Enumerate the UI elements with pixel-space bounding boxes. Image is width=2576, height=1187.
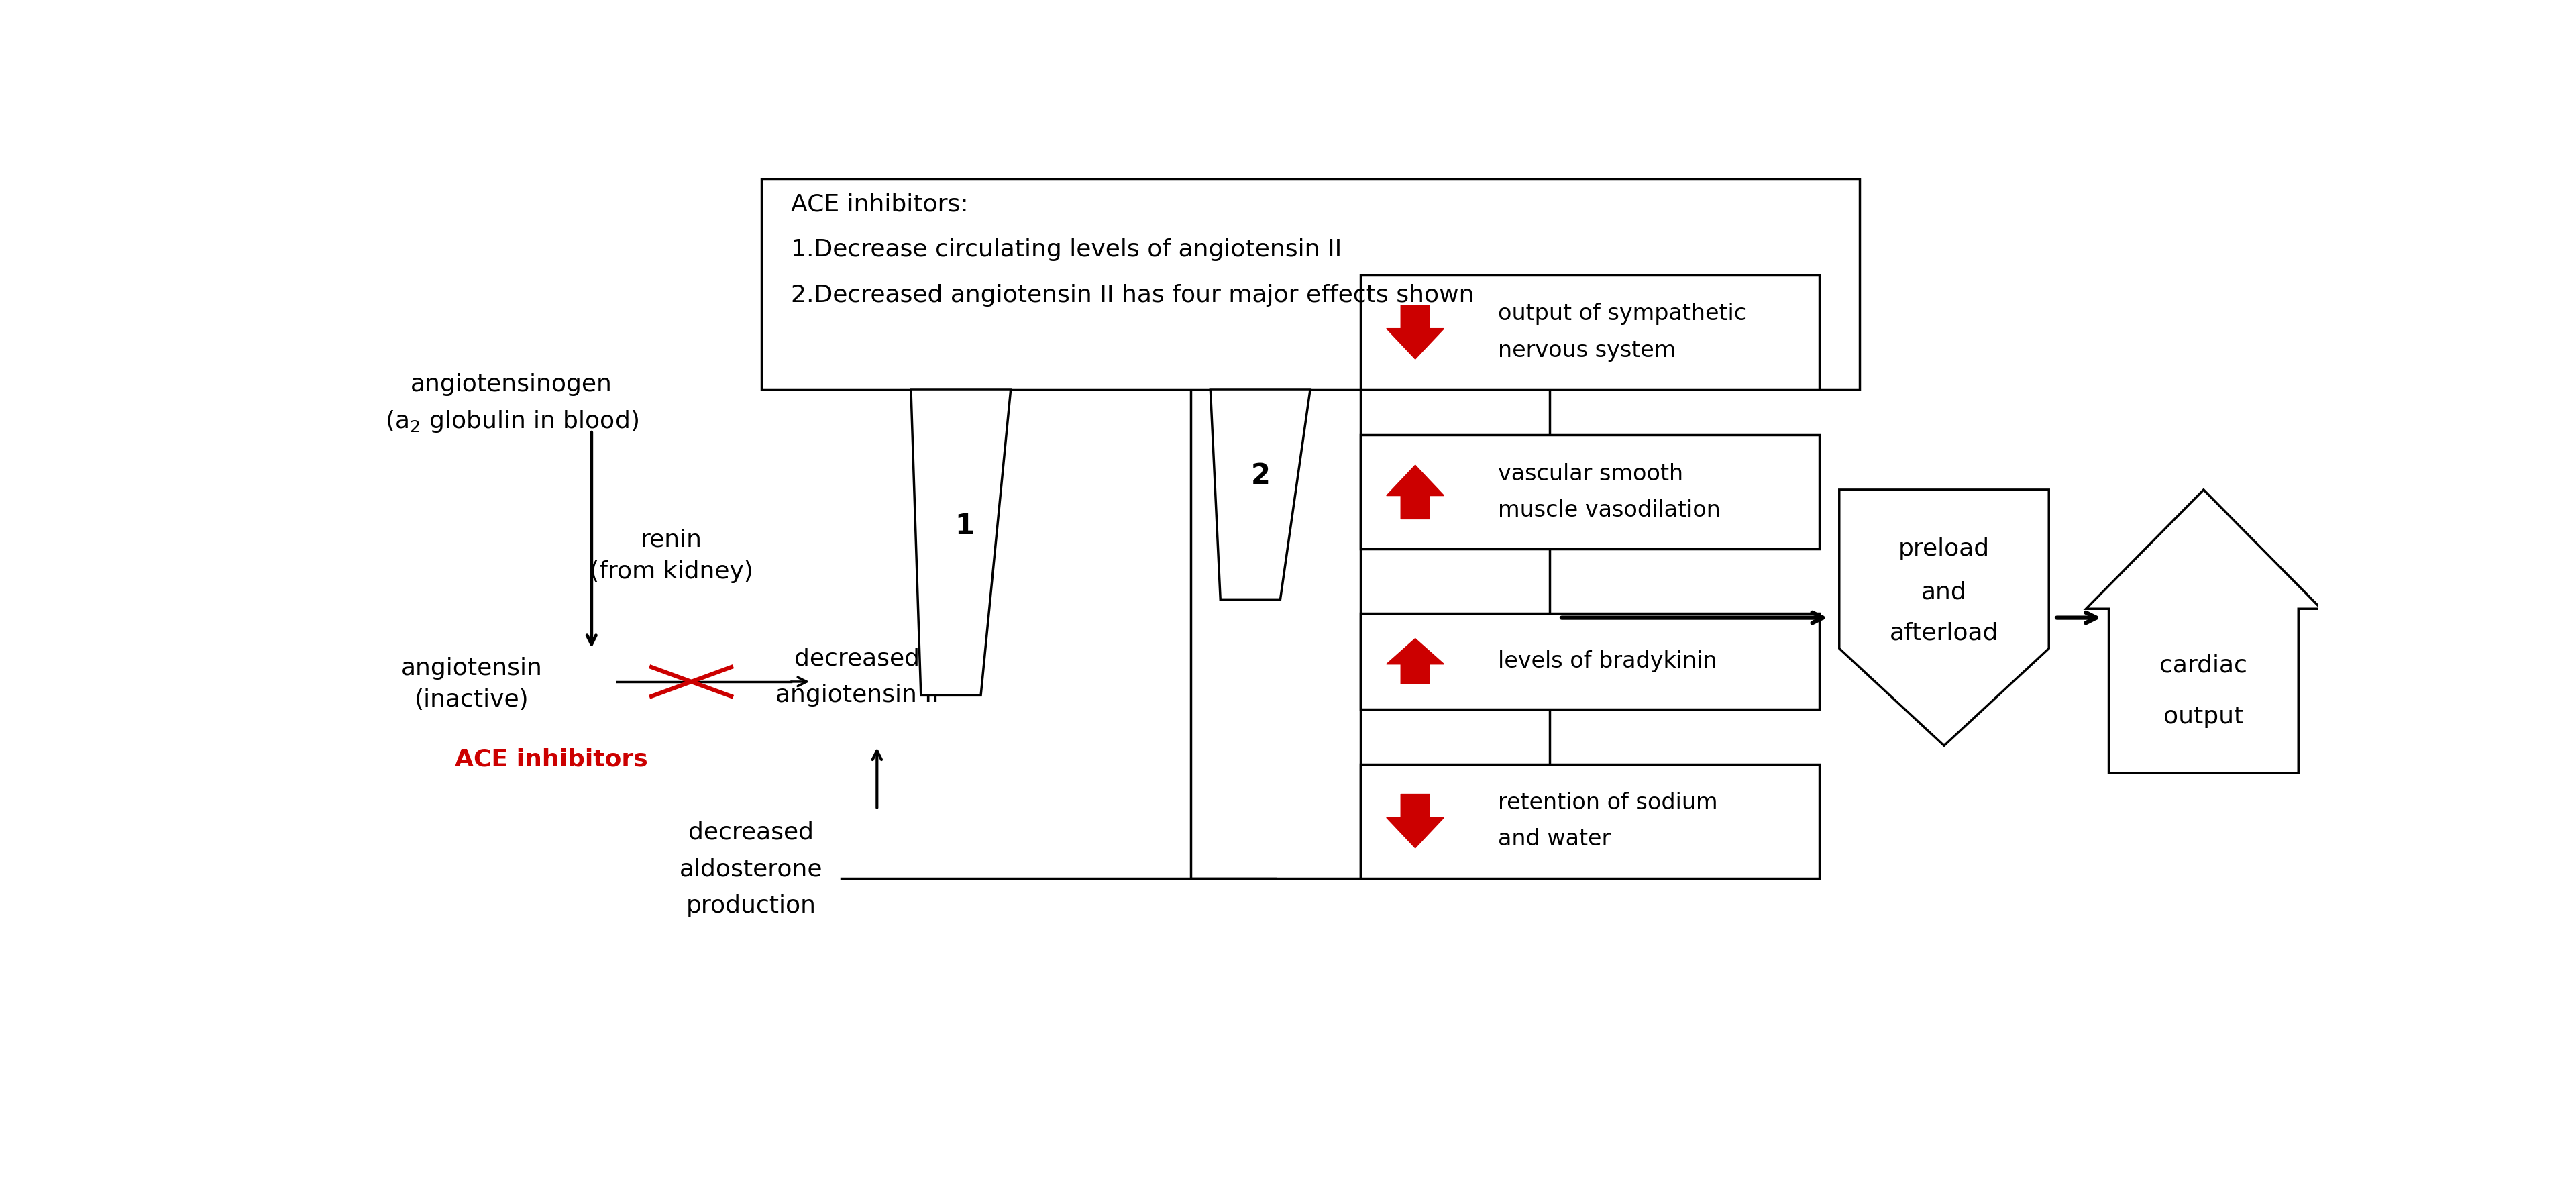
Polygon shape [1386, 305, 1445, 358]
Text: 2.Decreased angiotensin II has four major effects shown: 2.Decreased angiotensin II has four majo… [791, 284, 1473, 307]
FancyBboxPatch shape [1360, 434, 1819, 550]
Text: 1.Decrease circulating levels of angiotensin II: 1.Decrease circulating levels of angiote… [791, 239, 1342, 261]
Text: ACE inhibitors:: ACE inhibitors: [791, 192, 969, 216]
Polygon shape [1386, 639, 1445, 684]
Polygon shape [1839, 490, 2048, 745]
Text: decreased: decreased [688, 821, 814, 844]
FancyBboxPatch shape [762, 179, 1860, 389]
Text: cardiac: cardiac [2159, 654, 2246, 677]
Text: nervous system: nervous system [1497, 339, 1677, 362]
Polygon shape [1386, 465, 1445, 519]
Text: angiotensin: angiotensin [402, 656, 544, 679]
Text: angiotensinogen: angiotensinogen [410, 373, 613, 396]
Text: output of sympathetic: output of sympathetic [1497, 303, 1747, 325]
Text: 2: 2 [1249, 462, 1270, 490]
Polygon shape [2087, 490, 2321, 773]
Text: retention of sodium: retention of sodium [1497, 792, 1718, 814]
Text: and water: and water [1497, 829, 1610, 850]
Text: output: output [2164, 705, 2244, 728]
Text: afterload: afterload [1891, 622, 1999, 645]
Text: aldosterone: aldosterone [680, 858, 822, 881]
Text: (a$_2$ globulin in blood): (a$_2$ globulin in blood) [384, 408, 639, 434]
Text: renin: renin [641, 528, 703, 552]
Text: (from kidney): (from kidney) [590, 560, 752, 584]
Text: preload: preload [1899, 538, 1989, 560]
Text: production: production [685, 894, 817, 918]
Polygon shape [1211, 389, 1311, 599]
Text: 1: 1 [956, 513, 974, 540]
Text: levels of bradykinin: levels of bradykinin [1497, 650, 1718, 672]
Text: decreased: decreased [793, 647, 920, 671]
FancyBboxPatch shape [1360, 614, 1819, 709]
FancyBboxPatch shape [1360, 275, 1819, 389]
Polygon shape [912, 389, 1010, 696]
Text: (inactive): (inactive) [415, 688, 528, 711]
Polygon shape [1386, 794, 1445, 848]
Text: ACE inhibitors: ACE inhibitors [456, 748, 649, 770]
Text: vascular smooth: vascular smooth [1497, 463, 1682, 484]
FancyBboxPatch shape [1360, 764, 1819, 878]
Text: angiotensin II: angiotensin II [775, 684, 938, 706]
Text: and: and [1922, 580, 1968, 603]
Text: muscle vasodilation: muscle vasodilation [1497, 500, 1721, 521]
